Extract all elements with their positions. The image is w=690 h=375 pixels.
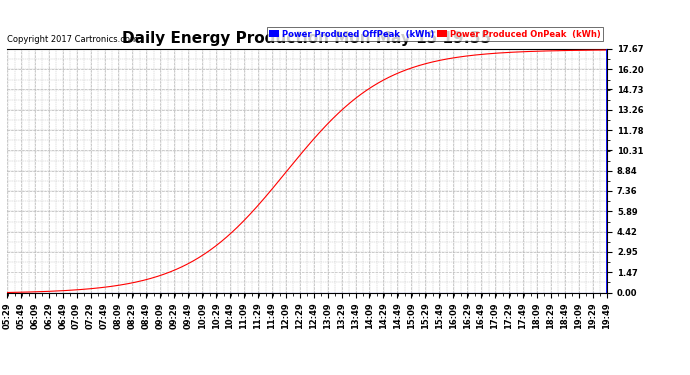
Title: Daily Energy Production Mon May 15 19:55: Daily Energy Production Mon May 15 19:55 — [123, 31, 491, 46]
Legend: Power Produced OffPeak  (kWh), Power Produced OnPeak  (kWh): Power Produced OffPeak (kWh), Power Prod… — [267, 27, 603, 41]
Text: Copyright 2017 Cartronics.com: Copyright 2017 Cartronics.com — [7, 35, 138, 44]
